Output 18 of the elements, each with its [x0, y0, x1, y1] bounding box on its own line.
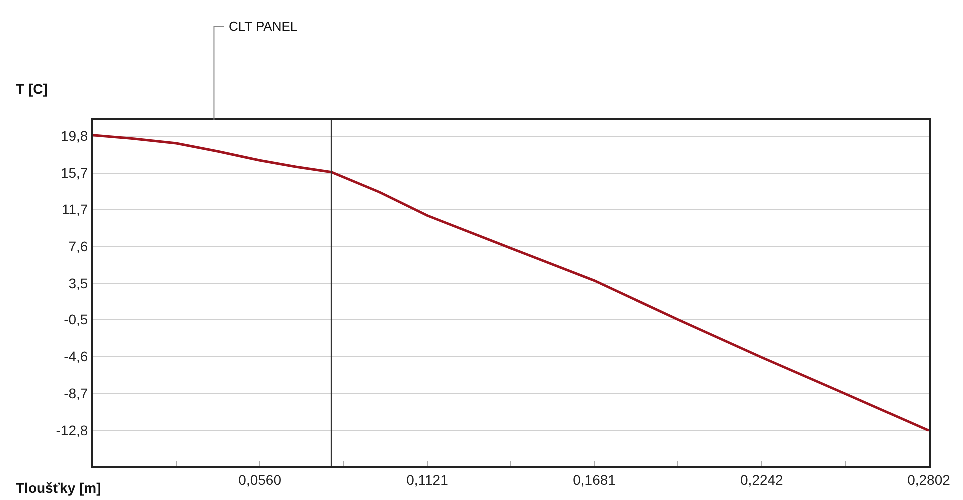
x-tick-label: 0,1121: [406, 472, 449, 488]
y-tick-label: 15,7: [60, 165, 88, 182]
y-tick-label: 11,7: [62, 201, 88, 218]
y-tick-label: -8,7: [64, 386, 88, 402]
x-tick-label: 0,0560: [238, 472, 282, 488]
y-axis-title: T [C]: [16, 81, 48, 97]
text: CLT PANEL: [229, 19, 298, 34]
y-tick-label: 7,6: [68, 238, 88, 254]
x-tick-label: 0,1681: [573, 472, 616, 488]
x-tick-label: 0,2242: [740, 472, 784, 488]
y-tick-label: 3,5: [68, 275, 88, 292]
y-tick-label: -0,5: [64, 312, 88, 328]
y-tick-label: 19,8: [60, 128, 88, 144]
line-series: [93, 134, 929, 432]
y-tick-label: -12,8: [56, 422, 88, 439]
y-tick-label: -4,6: [64, 348, 88, 365]
x-tick-label: 0,2802: [908, 472, 951, 488]
x-axis-title: Tloušťky [m]: [16, 480, 102, 496]
